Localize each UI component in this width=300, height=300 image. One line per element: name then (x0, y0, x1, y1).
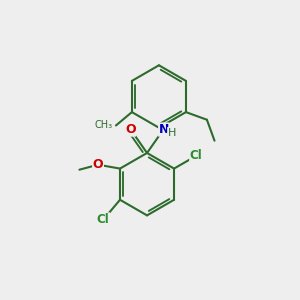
Text: O: O (93, 158, 104, 171)
Text: Cl: Cl (97, 213, 110, 226)
Text: CH₃: CH₃ (95, 121, 113, 130)
Text: N: N (159, 123, 169, 136)
Text: O: O (125, 123, 136, 136)
Text: Cl: Cl (190, 149, 203, 162)
Text: H: H (168, 128, 176, 137)
